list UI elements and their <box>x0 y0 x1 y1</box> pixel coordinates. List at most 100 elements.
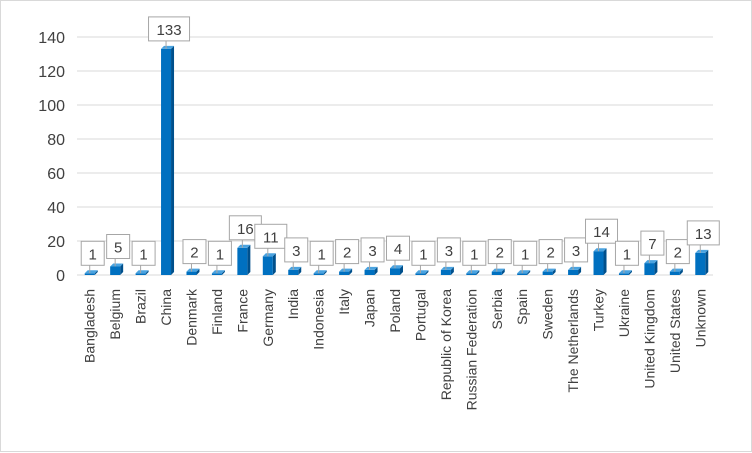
bar <box>84 273 95 275</box>
x-tick-label: Bangladesh <box>82 289 98 363</box>
bar-side <box>527 270 531 275</box>
bar-side <box>476 270 480 275</box>
data-label: 5 <box>114 240 122 257</box>
x-tick-label: Russian Federation <box>463 289 479 410</box>
callout-box <box>106 234 131 259</box>
bar-top <box>339 268 353 272</box>
data-label: 3 <box>572 243 580 260</box>
callout-box <box>564 237 589 263</box>
bar-top <box>644 260 658 264</box>
data-label: 3 <box>368 243 376 260</box>
bar-top <box>618 270 632 274</box>
bar-side <box>425 270 429 275</box>
x-tick-label: Brazil <box>133 289 149 324</box>
bar <box>135 273 146 275</box>
data-label: 1 <box>521 246 529 263</box>
data-label: 14 <box>593 224 610 241</box>
bar-side <box>450 266 454 275</box>
callout-box <box>284 237 309 263</box>
data-label: 2 <box>496 245 504 262</box>
data-label: 11 <box>263 229 279 246</box>
bar-top <box>669 268 683 272</box>
bar <box>339 271 350 275</box>
x-tick-label: Ukraine <box>616 289 632 337</box>
bar-top <box>186 268 200 272</box>
bar <box>390 268 400 275</box>
bar <box>161 48 172 276</box>
bar <box>288 269 299 275</box>
bar-side <box>94 270 98 275</box>
x-tick-label: The Netherlands <box>565 289 581 393</box>
bar <box>517 273 528 275</box>
bar-top <box>262 253 276 257</box>
bar <box>669 271 680 275</box>
x-tick-label: Japan <box>362 289 378 327</box>
x-tick-label: Poland <box>387 289 403 333</box>
x-tick-label: Turkey <box>591 289 607 331</box>
data-label: 2 <box>546 245 554 262</box>
axes: 0 20 40 60 80 100 120 140 Bangladesh Belgium Brazi… <box>38 30 708 410</box>
y-tick-label: 140 <box>38 30 65 47</box>
x-tick-label: Italy <box>336 289 352 315</box>
data-label: 133 <box>157 22 182 39</box>
x-tick-label: Germany <box>260 289 276 347</box>
bar <box>313 273 324 275</box>
bar-side <box>654 260 658 275</box>
callout-box <box>386 235 410 261</box>
bar <box>415 273 426 275</box>
data-label: 13 <box>695 226 712 243</box>
bar-side <box>298 266 302 275</box>
data-label: 2 <box>674 245 682 262</box>
bar-side <box>705 249 709 275</box>
bar-top <box>84 270 98 274</box>
callout-box <box>309 240 334 266</box>
bar <box>440 269 451 275</box>
bar-side <box>679 268 683 275</box>
bar-side <box>501 268 505 275</box>
callout-box <box>640 230 665 256</box>
callout-box <box>513 240 538 266</box>
bar <box>491 271 502 275</box>
x-tick-label: Spain <box>514 289 530 325</box>
x-tick-label: Serbia <box>489 289 505 330</box>
bar-top <box>440 266 454 270</box>
callout-box <box>148 16 191 42</box>
bar <box>262 256 273 275</box>
bar-top <box>313 270 327 274</box>
x-tick-label: Indonesia <box>311 289 327 350</box>
bar <box>364 269 375 275</box>
bar <box>542 271 553 275</box>
y-tick-label: 40 <box>47 200 65 217</box>
data-label: 1 <box>89 246 97 263</box>
bar-top <box>364 266 378 270</box>
callout-box <box>436 237 461 263</box>
bar <box>695 252 706 275</box>
bar-side <box>221 270 225 275</box>
bar-top <box>593 248 607 252</box>
bar-side <box>400 265 403 275</box>
y-tick-label: 80 <box>47 132 65 149</box>
bar-side <box>196 268 200 275</box>
bar-side <box>120 263 124 275</box>
bar-side <box>272 253 276 275</box>
y-tick-label: 60 <box>47 166 65 183</box>
callout-box <box>131 240 156 266</box>
callout-box <box>585 218 619 244</box>
x-tick-label: Belgium <box>107 289 123 340</box>
data-label: 1 <box>419 246 427 263</box>
bar-side <box>323 270 327 275</box>
callout-box <box>335 239 360 265</box>
bar-top <box>542 268 556 272</box>
x-tick-label: Finland <box>209 289 225 335</box>
data-label: 7 <box>648 236 656 253</box>
y-tick-label: 100 <box>38 98 65 115</box>
bar-top <box>288 266 302 270</box>
bar-side <box>171 45 175 276</box>
bar <box>568 269 579 275</box>
bar-top <box>491 268 505 272</box>
bar <box>211 273 222 275</box>
bar <box>644 263 655 275</box>
data-label: 1 <box>623 246 631 263</box>
